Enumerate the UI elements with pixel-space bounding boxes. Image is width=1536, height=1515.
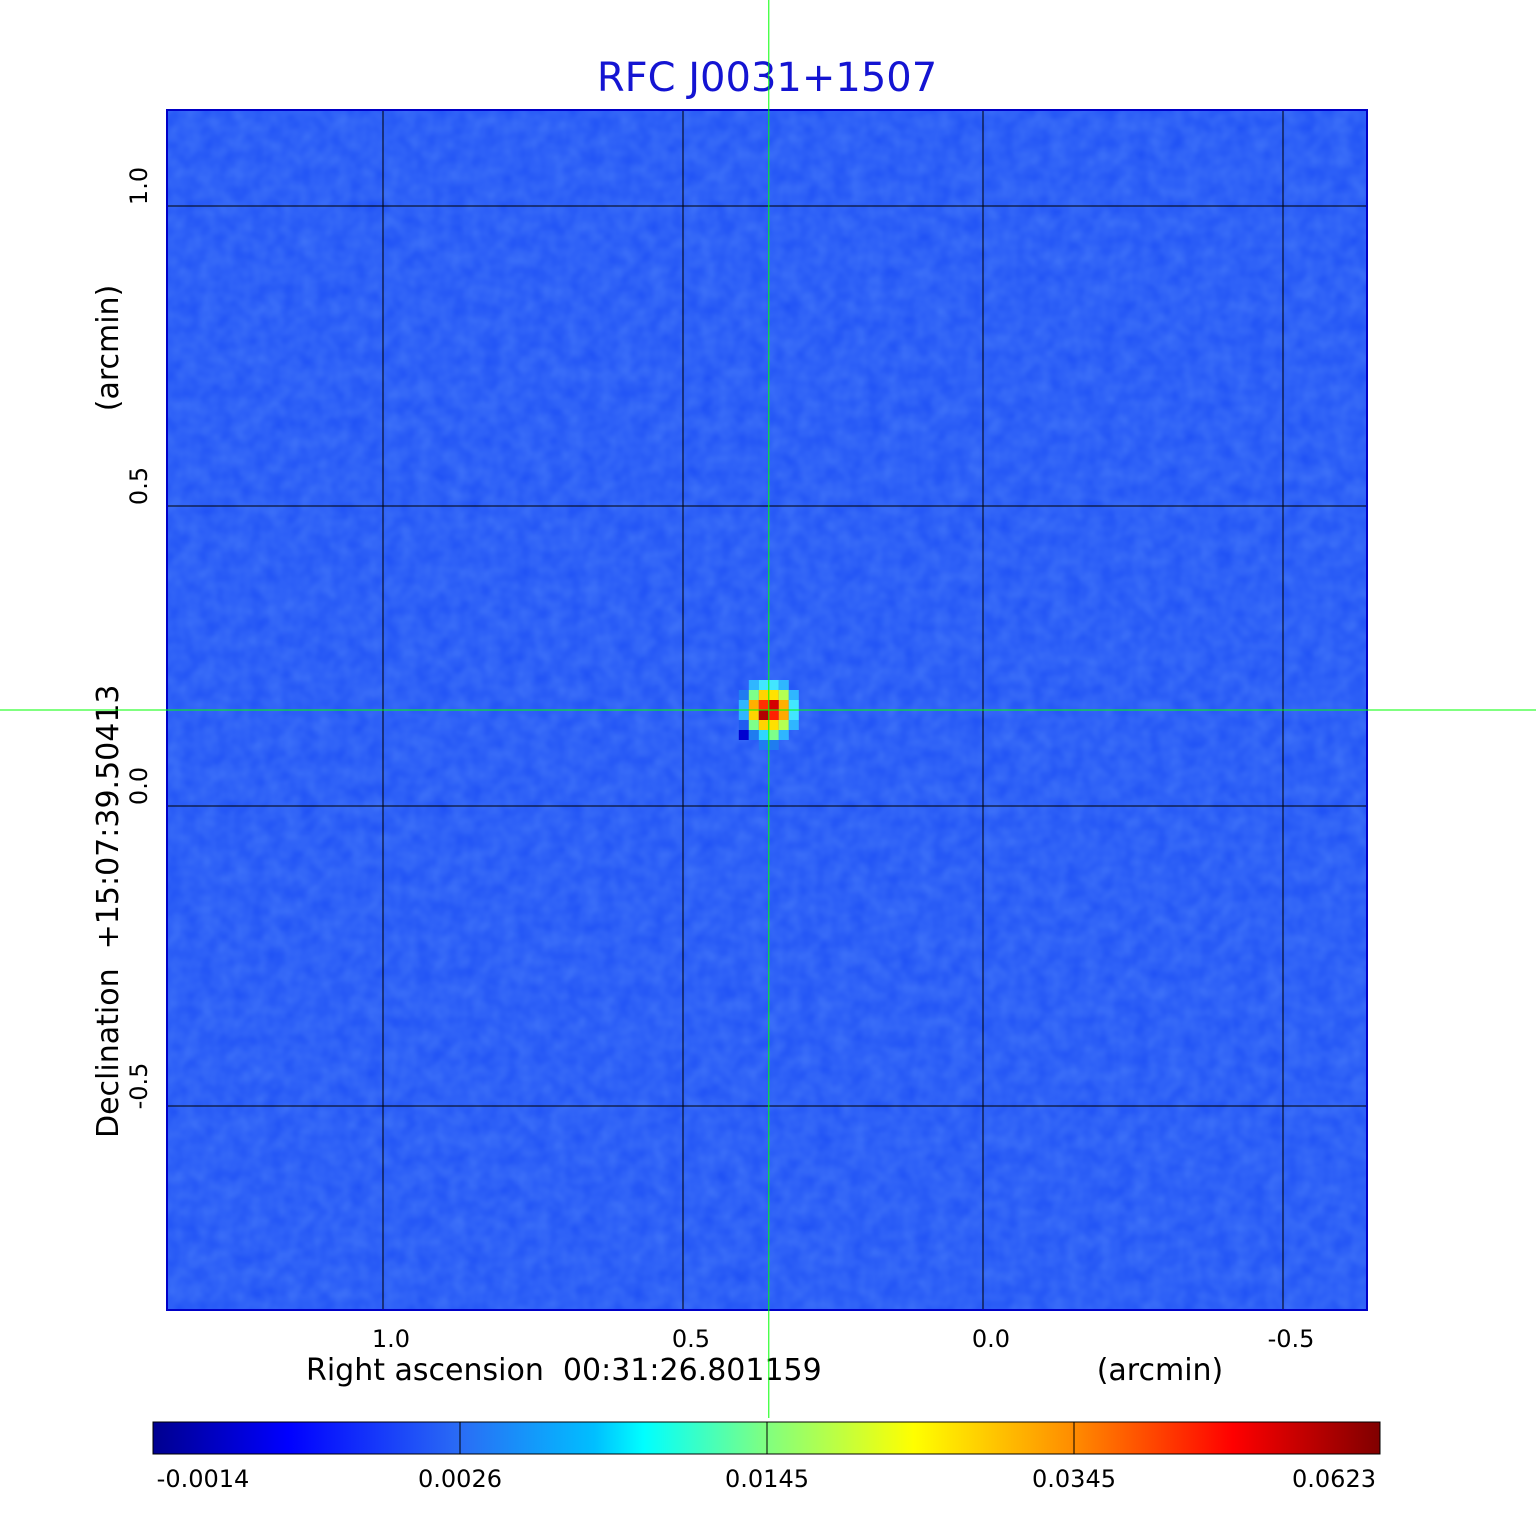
source-pixel bbox=[778, 700, 789, 710]
source-pixel bbox=[758, 690, 769, 700]
x-tick-label: 1.0 bbox=[372, 1325, 410, 1353]
y-tick-label: 0.5 bbox=[125, 467, 153, 505]
source-pixel bbox=[758, 730, 769, 740]
source-pixel bbox=[738, 730, 749, 740]
colorbar-tick-label: -0.0014 bbox=[157, 1465, 250, 1493]
x-tick-label: 0.0 bbox=[972, 1325, 1010, 1353]
source-pixel bbox=[768, 700, 779, 710]
colorbar-tick-label: 0.0145 bbox=[725, 1465, 809, 1493]
source-pixel bbox=[768, 730, 779, 740]
y-axis-unit: (arcmin) bbox=[91, 285, 126, 412]
source-pixel bbox=[748, 710, 759, 720]
x-axis-label: Right ascension 00:31:26.801159 bbox=[306, 1353, 822, 1388]
source-pixel bbox=[738, 710, 749, 720]
source-pixel bbox=[748, 700, 759, 710]
colorbar-tick-labels: -0.0014 0.0026 0.0145 0.0345 0.0623 bbox=[152, 1422, 1381, 1493]
source-pixel bbox=[748, 690, 759, 700]
x-tick-label: 0.5 bbox=[672, 1325, 710, 1353]
source-pixel bbox=[748, 720, 759, 730]
source-blob bbox=[738, 680, 799, 750]
source-pixel bbox=[768, 680, 779, 690]
colorbar-tick-label: 0.0623 bbox=[1292, 1465, 1376, 1493]
source-pixel bbox=[758, 710, 769, 720]
colorbar-tick-label: 0.0026 bbox=[418, 1465, 502, 1493]
source-pixel bbox=[778, 690, 789, 700]
source-pixel bbox=[748, 730, 759, 740]
source-pixel bbox=[758, 700, 769, 710]
source-pixel bbox=[768, 690, 779, 700]
source-pixel bbox=[788, 720, 799, 730]
source-pixel bbox=[768, 720, 779, 730]
source-pixel bbox=[778, 710, 789, 720]
x-tick-label: -0.5 bbox=[1268, 1325, 1315, 1353]
source-pixel bbox=[738, 720, 749, 730]
colorbar-tick-label: 0.0345 bbox=[1032, 1465, 1116, 1493]
source-pixel bbox=[778, 730, 789, 740]
source-pixel bbox=[738, 690, 749, 700]
source-pixel bbox=[788, 710, 799, 720]
chart-title: RFC J0031+1507 bbox=[597, 55, 937, 101]
source-pixel bbox=[758, 740, 769, 750]
source-pixel bbox=[768, 740, 779, 750]
x-axis-unit: (arcmin) bbox=[1097, 1353, 1224, 1388]
source-pixel bbox=[758, 720, 769, 730]
y-axis-label: Declination +15:07:39.50413 bbox=[91, 684, 126, 1138]
y-tick-label: -0.5 bbox=[125, 1063, 153, 1110]
source-pixel bbox=[778, 720, 789, 730]
source-pixel bbox=[768, 710, 779, 720]
x-tick-labels: 1.0 0.5 0.0 -0.5 bbox=[372, 1325, 1315, 1353]
source-pixel bbox=[788, 690, 799, 700]
source-pixel bbox=[778, 680, 789, 690]
source-pixel bbox=[758, 680, 769, 690]
y-tick-labels: 1.0 0.5 0.0 -0.5 bbox=[125, 167, 153, 1110]
colorbar: -0.0014 0.0026 0.0145 0.0345 0.0623 bbox=[152, 1421, 1381, 1493]
source-pixel bbox=[738, 700, 749, 710]
y-tick-label: 1.0 bbox=[125, 167, 153, 205]
source-pixel bbox=[748, 680, 759, 690]
y-tick-label: 0.0 bbox=[125, 767, 153, 805]
source-pixel bbox=[788, 700, 799, 710]
